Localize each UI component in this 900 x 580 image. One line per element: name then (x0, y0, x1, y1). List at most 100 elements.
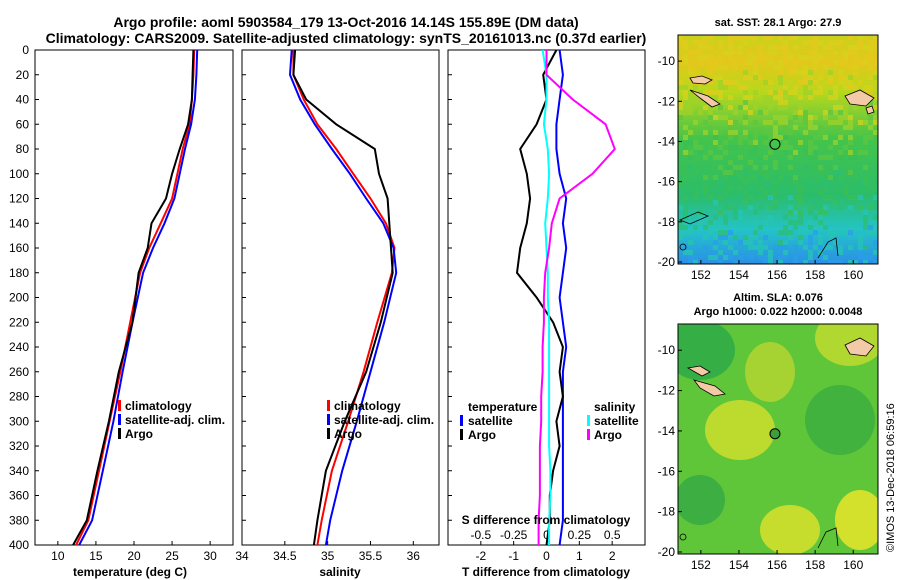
sst-pixel (778, 45, 783, 50)
sst-pixel (838, 260, 843, 264)
sst-pixel (698, 220, 703, 225)
sst-pixel (718, 45, 723, 50)
sst-pixel (743, 75, 748, 80)
sst-pixel (728, 170, 733, 175)
sst-pixel (838, 180, 843, 185)
sst-map (678, 35, 878, 264)
sst-pixel (758, 175, 763, 180)
sst-pixel (838, 110, 843, 115)
sst-pixel (823, 65, 828, 70)
sst-pixel (698, 210, 703, 215)
sst-pixel (738, 195, 743, 200)
difference-chart: -2 -1 0 1 2 -0.5 -0.25 0 0.25 0.5 (470, 49, 621, 563)
sst-pixel (808, 145, 813, 150)
coastline (844, 337, 875, 357)
sst-pixel (773, 90, 778, 95)
sst-pixel (793, 85, 798, 90)
sst-pixel (843, 85, 848, 90)
sst-pixel (713, 90, 718, 95)
sst-pixel (678, 220, 683, 225)
sst-pixel (708, 160, 713, 165)
sst-pixel (868, 65, 873, 70)
map-y-tick-label: -18 (658, 505, 676, 519)
contour (679, 243, 687, 251)
legend-label-argo: Argo (125, 427, 153, 441)
sst-pixel (803, 130, 808, 135)
sst-pixel (678, 100, 683, 105)
sst-pixel (863, 180, 868, 185)
sst-pixel (823, 165, 828, 170)
sst-pixel (833, 260, 838, 264)
sst-pixel (813, 90, 818, 95)
sst-pixel (828, 165, 833, 170)
sst-pixel (693, 40, 698, 45)
sst-pixel (868, 55, 873, 60)
sst-pixel (843, 130, 848, 135)
depth-tick-label: 200 (9, 291, 29, 305)
sst-pixel (823, 115, 828, 120)
sst-pixel (708, 90, 713, 95)
sst-pixel (678, 190, 683, 195)
sst-pixel (798, 110, 803, 115)
sst-pixel (743, 105, 748, 110)
sst-pixel (783, 255, 788, 260)
sst-pixel (763, 80, 768, 85)
sst-pixel (718, 250, 723, 255)
legend-label-temp-argo: Argo (468, 428, 496, 442)
sst-pixel (683, 135, 688, 140)
sst-pixel (838, 130, 843, 135)
sst-pixel (803, 70, 808, 75)
sst-pixel (758, 75, 763, 80)
sst-pixel (798, 185, 803, 190)
sst-pixel (763, 245, 768, 250)
sst-pixel (738, 85, 743, 90)
map-x-tick-label: 152 (691, 558, 711, 572)
depth-axis: 0 20 40 60 80 100 120 140 160 180 200 220 240 260 280 3… (9, 43, 452, 552)
depth-tick-label: 240 (9, 340, 29, 354)
contour (817, 237, 839, 259)
sst-pixel (683, 125, 688, 130)
sst-pixel (813, 65, 818, 70)
sst-pixel (868, 40, 873, 45)
sst-pixel (783, 225, 788, 230)
sst-pixel (793, 205, 798, 210)
sst-pixel (873, 195, 878, 200)
sst-pixel (748, 200, 753, 205)
sst-pixel (748, 235, 753, 240)
x-tick-label: 36 (407, 549, 421, 563)
sst-pixel (818, 165, 823, 170)
sst-pixel (728, 35, 733, 40)
sst-pixel (748, 255, 753, 260)
sst-pixel (808, 120, 813, 125)
sst-pixel (818, 85, 823, 90)
sst-pixel (843, 50, 848, 55)
salinity-panel (241, 49, 440, 546)
sst-pixel (843, 80, 848, 85)
sst-pixel (743, 130, 748, 135)
sst-pixel (783, 115, 788, 120)
sst-pixel (818, 255, 823, 260)
sst-pixel (778, 70, 783, 75)
top-x-tick-label: 0.5 (604, 528, 621, 542)
contour (817, 527, 839, 549)
sst-pixel (718, 95, 723, 100)
sst-pixel (753, 90, 758, 95)
legend-label-temp-satellite: satellite (468, 414, 513, 428)
sst-pixel (793, 115, 798, 120)
sst-pixel (778, 135, 783, 140)
sst-pixel (708, 220, 713, 225)
sst-pixel (803, 260, 808, 264)
sst-pixel (873, 105, 878, 110)
sst-pixel (698, 215, 703, 220)
map-y-tick-label: -18 (658, 215, 676, 229)
sst-pixel (833, 195, 838, 200)
sst-pixel (813, 50, 818, 55)
sst-pixel (733, 60, 738, 65)
sst-pixel (713, 200, 718, 205)
difference-xlabel-top: S difference from climatology (462, 513, 631, 527)
sla-blob (760, 505, 820, 554)
sst-pixel (798, 215, 803, 220)
salinity-xlabel: salinity (319, 565, 361, 579)
difference-legend-temperature: temperature satellite Argo (460, 400, 538, 442)
sst-pixel (683, 150, 688, 155)
